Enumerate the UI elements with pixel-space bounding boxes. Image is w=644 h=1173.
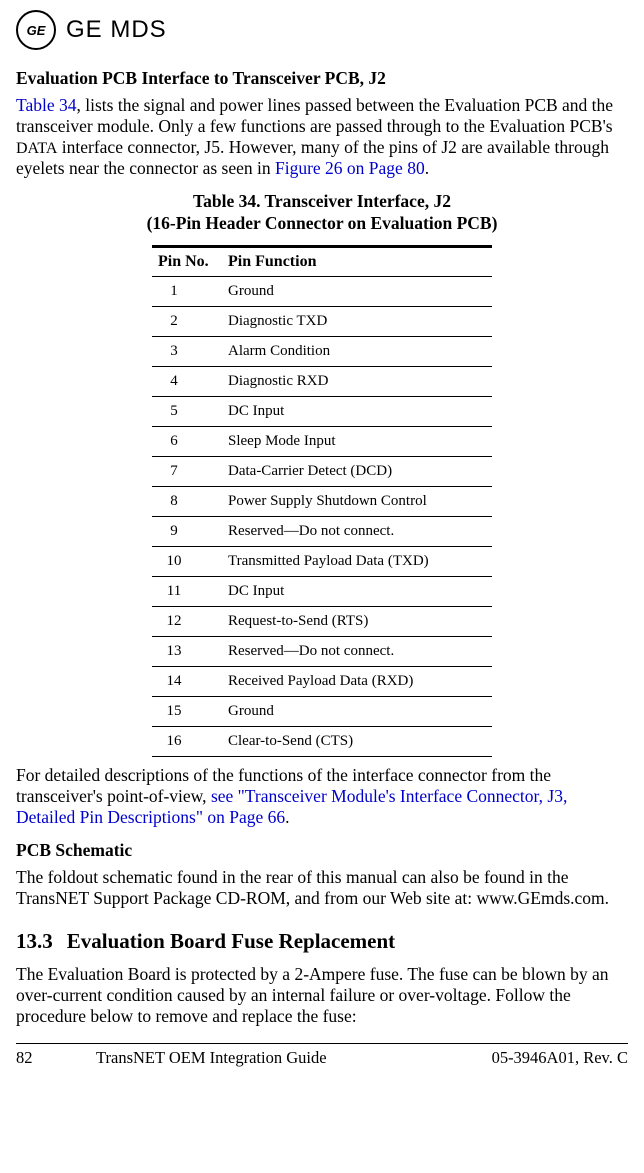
cell-pin-no: 5 xyxy=(152,396,222,426)
cell-pin-function: DC Input xyxy=(222,576,492,606)
cell-pin-no: 2 xyxy=(152,306,222,336)
cell-pin-function: Ground xyxy=(222,696,492,726)
cell-pin-function: Reserved—Do not connect. xyxy=(222,516,492,546)
paragraph-schematic: The foldout schematic found in the rear … xyxy=(16,867,628,909)
brand-text: GE MDS xyxy=(66,16,167,44)
cell-pin-no: 9 xyxy=(152,516,222,546)
link-figure-26[interactable]: Figure 26 on Page 80 xyxy=(275,158,425,178)
paragraph-intro: Table 34, lists the signal and power lin… xyxy=(16,95,628,179)
table-row: 5DC Input xyxy=(152,396,492,426)
heading-fuse-replacement: 13.3 Evaluation Board Fuse Replacement xyxy=(16,929,628,954)
cell-pin-function: Power Supply Shutdown Control xyxy=(222,486,492,516)
brand-logo: GE GE MDS xyxy=(16,10,628,50)
text: , lists the signal and power lines passe… xyxy=(16,95,613,136)
text-data-word: DATA xyxy=(16,140,57,157)
cell-pin-function: DC Input xyxy=(222,396,492,426)
cell-pin-no: 8 xyxy=(152,486,222,516)
caption-line-1: Table 34. Transceiver Interface, J2 xyxy=(193,191,451,211)
cell-pin-no: 4 xyxy=(152,366,222,396)
cell-pin-function: Ground xyxy=(222,276,492,306)
table-row: 14Received Payload Data (RXD) xyxy=(152,666,492,696)
table-row: 7Data-Carrier Detect (DCD) xyxy=(152,456,492,486)
table-row: 10Transmitted Payload Data (TXD) xyxy=(152,546,492,576)
table-row: 1Ground xyxy=(152,276,492,306)
cell-pin-no: 1 xyxy=(152,276,222,306)
table-row: 6Sleep Mode Input xyxy=(152,426,492,456)
page-footer: 82 TransNET OEM Integration Guide 05-394… xyxy=(16,1043,628,1068)
cell-pin-function: Transmitted Payload Data (TXD) xyxy=(222,546,492,576)
table-row: 2Diagnostic TXD xyxy=(152,306,492,336)
cell-pin-no: 16 xyxy=(152,726,222,756)
cell-pin-function: Diagnostic TXD xyxy=(222,306,492,336)
table-row: 12Request-to-Send (RTS) xyxy=(152,606,492,636)
col-header-pin-no: Pin No. xyxy=(152,246,222,276)
cell-pin-function: Alarm Condition xyxy=(222,336,492,366)
cell-pin-no: 3 xyxy=(152,336,222,366)
table-header-row: Pin No. Pin Function xyxy=(152,246,492,276)
cell-pin-function: Clear-to-Send (CTS) xyxy=(222,726,492,756)
doc-title: TransNET OEM Integration Guide xyxy=(96,1048,492,1068)
cell-pin-no: 12 xyxy=(152,606,222,636)
cell-pin-no: 10 xyxy=(152,546,222,576)
cell-pin-no: 11 xyxy=(152,576,222,606)
text: . xyxy=(425,158,429,178)
cell-pin-function: Diagnostic RXD xyxy=(222,366,492,396)
heading-j2-interface: Evaluation PCB Interface to Transceiver … xyxy=(16,68,628,89)
paragraph-fuse: The Evaluation Board is protected by a 2… xyxy=(16,964,628,1027)
cell-pin-no: 15 xyxy=(152,696,222,726)
table-row: 4Diagnostic RXD xyxy=(152,366,492,396)
table-row: 9Reserved—Do not connect. xyxy=(152,516,492,546)
section-number: 13.3 xyxy=(16,929,53,953)
cell-pin-no: 7 xyxy=(152,456,222,486)
table-row: 3Alarm Condition xyxy=(152,336,492,366)
caption-line-2: (16-Pin Header Connector on Evaluation P… xyxy=(147,213,498,233)
pin-table: Pin No. Pin Function 1Ground2Diagnostic … xyxy=(152,245,492,757)
cell-pin-function: Request-to-Send (RTS) xyxy=(222,606,492,636)
cell-pin-no: 14 xyxy=(152,666,222,696)
cell-pin-no: 6 xyxy=(152,426,222,456)
table-row: 11DC Input xyxy=(152,576,492,606)
cell-pin-no: 13 xyxy=(152,636,222,666)
table-row: 16Clear-to-Send (CTS) xyxy=(152,726,492,756)
col-header-pin-function: Pin Function xyxy=(222,246,492,276)
link-table-34[interactable]: Table 34 xyxy=(16,95,77,115)
paragraph-detailed-ref: For detailed descriptions of the functio… xyxy=(16,765,628,828)
cell-pin-function: Sleep Mode Input xyxy=(222,426,492,456)
table-row: 13Reserved—Do not connect. xyxy=(152,636,492,666)
table-row: 15Ground xyxy=(152,696,492,726)
table-caption: Table 34. Transceiver Interface, J2 (16-… xyxy=(16,191,628,235)
cell-pin-function: Data-Carrier Detect (DCD) xyxy=(222,456,492,486)
page-number: 82 xyxy=(16,1048,96,1068)
ge-monogram-icon: GE xyxy=(16,10,56,50)
cell-pin-function: Received Payload Data (RXD) xyxy=(222,666,492,696)
section-title: Evaluation Board Fuse Replacement xyxy=(67,929,395,953)
heading-pcb-schematic: PCB Schematic xyxy=(16,840,628,861)
text: . xyxy=(285,807,289,827)
table-row: 8Power Supply Shutdown Control xyxy=(152,486,492,516)
doc-revision: 05-3946A01, Rev. C xyxy=(492,1048,628,1068)
cell-pin-function: Reserved—Do not connect. xyxy=(222,636,492,666)
